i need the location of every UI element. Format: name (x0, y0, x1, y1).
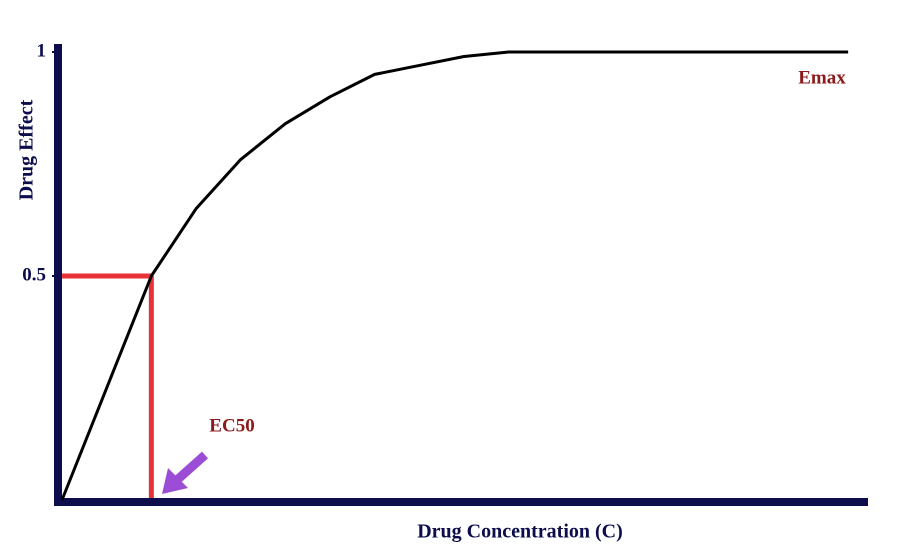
arrow-shaft (174, 451, 208, 484)
ec50-label: EC50 (209, 415, 254, 436)
y-tick-label: 1 (37, 40, 47, 61)
emax-label: Emax (798, 67, 846, 88)
arrow-head (162, 468, 188, 494)
curve (60, 50, 849, 501)
y-tick-label: 0.5 (22, 264, 46, 285)
ec50-arrow (162, 451, 208, 494)
y-axis-label: Drug Effect (16, 99, 38, 200)
x-axis-label: Drug Concentration (C) (417, 521, 623, 543)
